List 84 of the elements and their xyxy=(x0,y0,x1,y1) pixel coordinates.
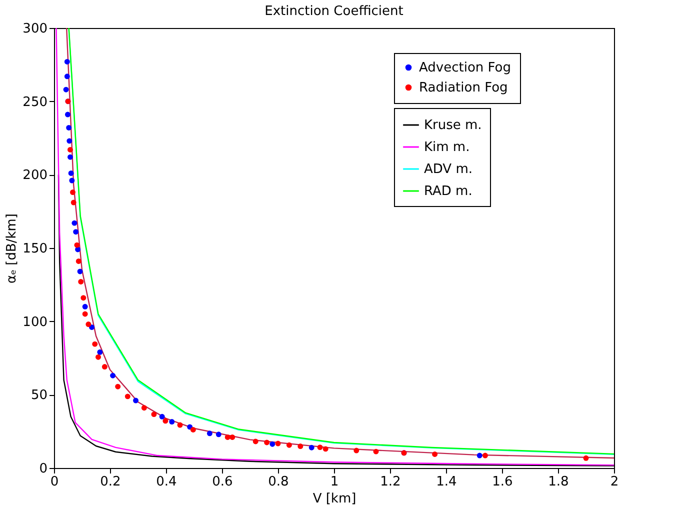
x-tick-label: 0.2 xyxy=(100,474,121,490)
point xyxy=(264,440,270,446)
chart-title: Extinction Coefficient xyxy=(264,4,404,19)
point xyxy=(286,442,292,448)
x-tick-label: 2 xyxy=(610,474,619,490)
point xyxy=(177,422,183,428)
x-tick-label: 1.4 xyxy=(436,474,457,490)
point xyxy=(133,398,138,404)
x-tick-label: 1.6 xyxy=(492,474,513,490)
point xyxy=(77,268,83,274)
y-tick-label: 100 xyxy=(22,314,48,330)
x-tick-label: 0.4 xyxy=(156,474,177,490)
point xyxy=(115,384,121,390)
point xyxy=(64,74,70,80)
x-tick-label: 1.8 xyxy=(548,474,569,490)
point xyxy=(68,147,73,152)
point xyxy=(373,448,379,454)
point xyxy=(162,418,168,424)
x-tick-label: 1 xyxy=(330,474,339,490)
point xyxy=(78,279,84,284)
point xyxy=(63,86,69,92)
point xyxy=(64,112,70,118)
point xyxy=(73,229,79,235)
point xyxy=(80,295,86,301)
y-tick-label: 50 xyxy=(30,388,48,404)
point xyxy=(89,324,95,330)
point xyxy=(354,448,360,454)
x-tick-label: 0.8 xyxy=(268,474,289,490)
point xyxy=(141,405,147,411)
point xyxy=(151,412,157,418)
point xyxy=(252,438,258,444)
y-axis-title: αₑ [dB/km] xyxy=(4,213,20,284)
point xyxy=(206,430,212,436)
point xyxy=(298,444,304,450)
point xyxy=(97,349,103,355)
point xyxy=(96,354,101,360)
point xyxy=(270,441,276,447)
point xyxy=(102,364,108,370)
point xyxy=(275,440,281,446)
point xyxy=(317,444,323,450)
point xyxy=(82,311,88,317)
point xyxy=(66,125,72,130)
legend-label: Advection Fog xyxy=(419,60,512,76)
y-tick-label: 250 xyxy=(22,94,48,110)
point xyxy=(70,200,76,206)
y-tick-label: 150 xyxy=(22,242,48,256)
x-tick-label: 1.2 xyxy=(380,474,401,490)
x-tick-label: 0 xyxy=(50,474,59,490)
point xyxy=(482,452,488,458)
point xyxy=(216,432,222,438)
point xyxy=(68,154,73,160)
y-tick-label: 0 xyxy=(39,462,48,476)
x-axis-title: V [km] xyxy=(312,492,356,506)
point xyxy=(82,304,88,310)
point xyxy=(69,178,75,184)
y-tick-label: 300 xyxy=(22,22,48,36)
point xyxy=(230,434,236,440)
point xyxy=(70,190,76,195)
point xyxy=(110,372,116,378)
point xyxy=(190,426,196,432)
legend-label: RAD m. xyxy=(424,184,472,199)
point xyxy=(476,452,482,458)
point xyxy=(124,394,130,400)
point xyxy=(224,434,230,440)
y-tick-label: 200 xyxy=(22,168,48,184)
point xyxy=(64,59,70,64)
point xyxy=(92,341,98,347)
point xyxy=(68,170,74,176)
point xyxy=(308,444,314,450)
legend-label: ADV m. xyxy=(424,162,472,177)
point xyxy=(322,446,328,452)
point xyxy=(159,414,165,420)
point xyxy=(169,419,175,425)
legend-label: Radiation Fog xyxy=(419,80,508,96)
point xyxy=(74,242,80,248)
legend-label: Kruse m. xyxy=(424,118,482,133)
point xyxy=(583,455,589,461)
point xyxy=(86,322,92,327)
point xyxy=(76,258,82,264)
point xyxy=(66,138,72,144)
legend-label: Kim m. xyxy=(424,140,470,155)
point xyxy=(72,220,78,226)
point xyxy=(432,451,438,457)
x-tick-label: 0.6 xyxy=(212,474,233,490)
